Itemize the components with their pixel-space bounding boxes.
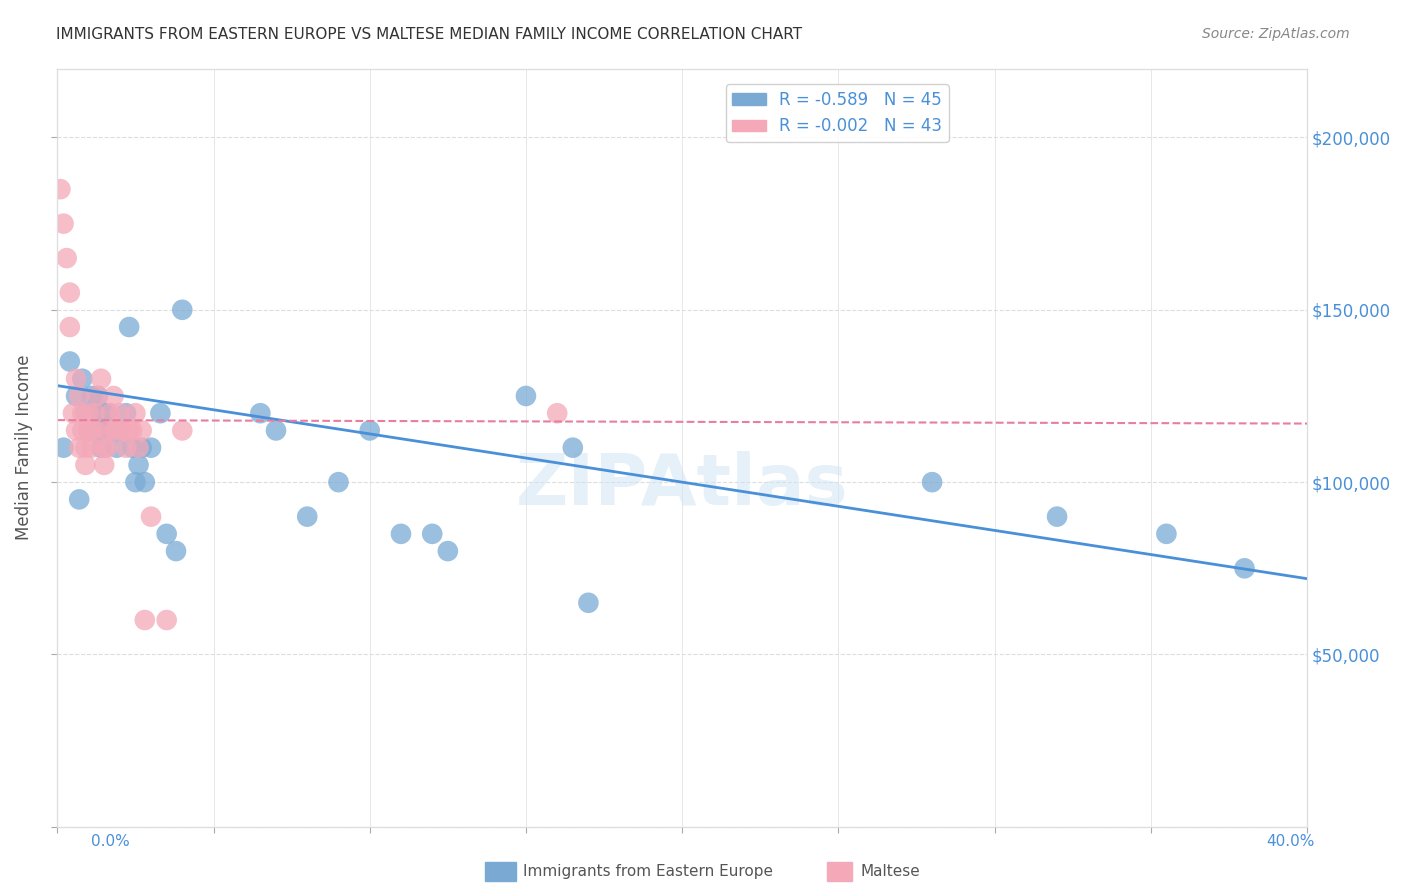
Point <box>80 424 103 438</box>
Point <box>72 372 94 386</box>
Point <box>59 320 82 334</box>
Point <box>149 406 172 420</box>
Point <box>111 424 134 438</box>
Y-axis label: Median Family Income: Median Family Income <box>15 355 32 541</box>
Point <box>67 389 90 403</box>
Point <box>105 424 128 438</box>
Point <box>93 406 115 420</box>
Text: 0.0%: 0.0% <box>91 834 131 849</box>
Point <box>297 509 319 524</box>
Point <box>515 389 537 403</box>
Point <box>420 526 443 541</box>
Point <box>83 406 105 420</box>
Point <box>172 424 194 438</box>
Point <box>90 441 112 455</box>
Point <box>921 475 943 490</box>
Point <box>108 424 131 438</box>
Point <box>59 285 82 300</box>
Point <box>83 424 105 438</box>
Point <box>93 458 115 472</box>
Point <box>52 217 75 231</box>
Point <box>561 441 583 455</box>
Point <box>128 458 150 472</box>
Text: IMMIGRANTS FROM EASTERN EUROPE VS MALTESE MEDIAN FAMILY INCOME CORRELATION CHART: IMMIGRANTS FROM EASTERN EUROPE VS MALTES… <box>56 27 803 42</box>
Text: Immigrants from Eastern Europe: Immigrants from Eastern Europe <box>523 864 773 879</box>
Point <box>139 441 162 455</box>
Point <box>124 406 146 420</box>
Point <box>115 441 138 455</box>
Point <box>1233 561 1256 575</box>
Point <box>156 526 179 541</box>
Point <box>90 372 112 386</box>
Point <box>55 251 77 265</box>
Point <box>77 424 100 438</box>
Point <box>389 526 412 541</box>
Point <box>65 372 87 386</box>
Point <box>118 424 141 438</box>
Point <box>80 389 103 403</box>
Point <box>1156 526 1178 541</box>
Point <box>100 406 122 420</box>
Point <box>172 302 194 317</box>
Point <box>121 424 143 438</box>
Point <box>59 354 82 368</box>
Point <box>80 441 103 455</box>
Point <box>100 424 122 438</box>
Text: ZIPAtlas: ZIPAtlas <box>516 451 848 520</box>
Point <box>249 406 271 420</box>
Point <box>83 406 105 420</box>
Point <box>328 475 350 490</box>
Point <box>96 424 118 438</box>
Point <box>134 613 156 627</box>
Point <box>156 613 179 627</box>
Point <box>87 389 110 403</box>
Point <box>118 320 141 334</box>
Point <box>546 406 568 420</box>
Point <box>52 441 75 455</box>
Point <box>96 441 118 455</box>
Point <box>128 441 150 455</box>
Point <box>72 406 94 420</box>
Point <box>77 424 100 438</box>
Point <box>103 389 125 403</box>
Text: Maltese: Maltese <box>860 864 920 879</box>
Point <box>139 509 162 524</box>
Point <box>67 441 90 455</box>
Point <box>93 441 115 455</box>
Point <box>65 389 87 403</box>
Point <box>96 406 118 420</box>
Point <box>115 406 138 420</box>
Point <box>264 424 287 438</box>
Point <box>75 406 97 420</box>
Point <box>165 544 187 558</box>
Point <box>359 424 381 438</box>
Text: Source: ZipAtlas.com: Source: ZipAtlas.com <box>1202 27 1350 41</box>
Point <box>108 406 131 420</box>
Point <box>75 458 97 472</box>
Point <box>437 544 460 558</box>
Point <box>124 475 146 490</box>
Point <box>77 406 100 420</box>
Point <box>134 475 156 490</box>
Point <box>1046 509 1069 524</box>
Point <box>72 424 94 438</box>
Point <box>103 424 125 438</box>
Point <box>87 424 110 438</box>
Point <box>49 182 72 196</box>
Point <box>105 441 128 455</box>
Point <box>65 424 87 438</box>
Text: 40.0%: 40.0% <box>1267 834 1315 849</box>
Legend: R = -0.589   N = 45, R = -0.002   N = 43: R = -0.589 N = 45, R = -0.002 N = 43 <box>725 85 949 142</box>
Point <box>578 596 600 610</box>
Point <box>67 492 90 507</box>
Point <box>75 441 97 455</box>
Point <box>87 389 110 403</box>
Point <box>103 424 125 438</box>
Point <box>121 441 143 455</box>
Point <box>62 406 84 420</box>
Point <box>131 441 153 455</box>
Point <box>131 424 153 438</box>
